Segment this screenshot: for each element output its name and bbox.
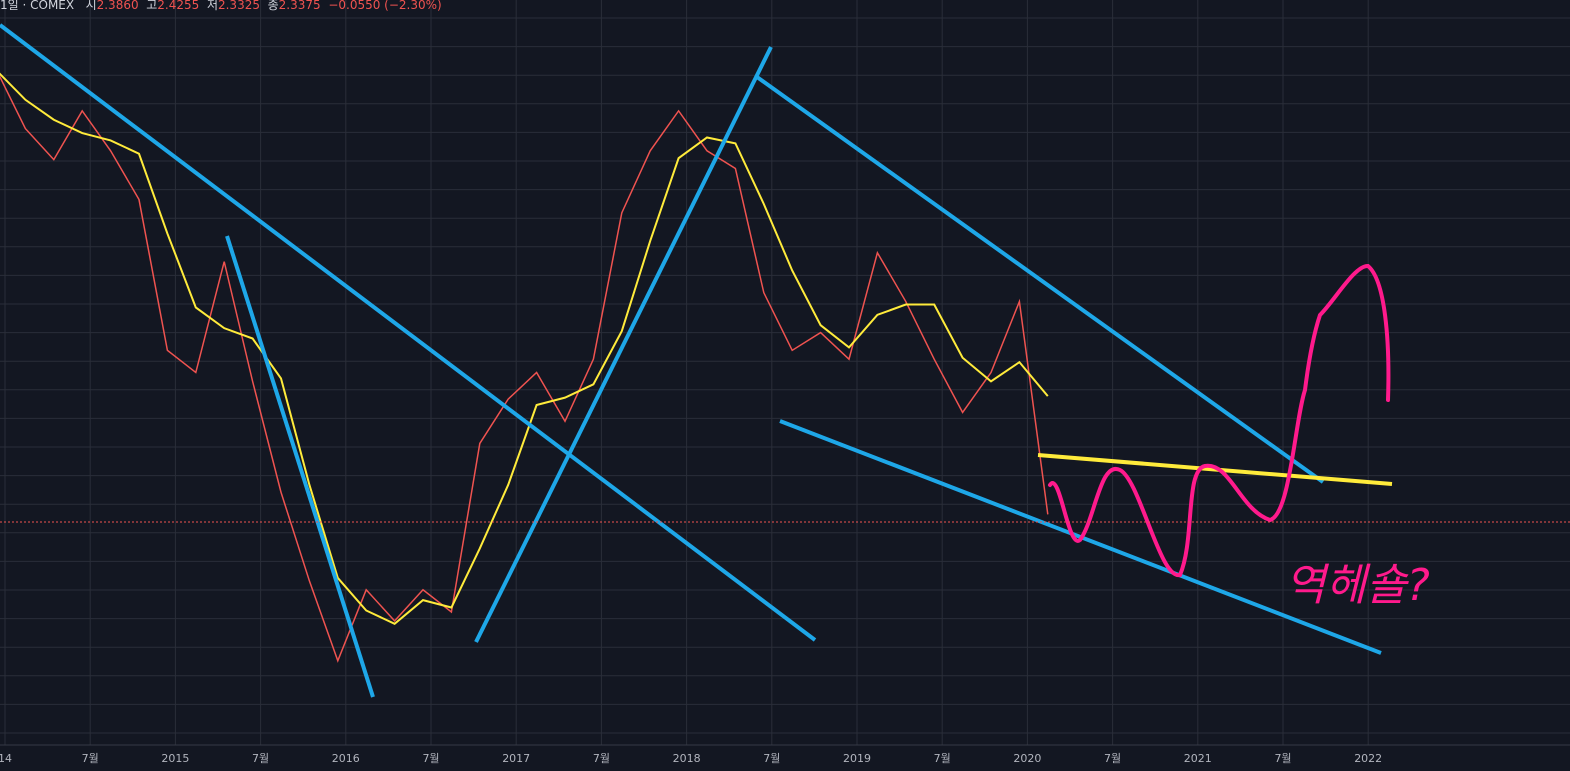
x-tick-label: 2015 (161, 752, 189, 765)
x-tick-label: 7월 (763, 752, 780, 765)
x-tick-label: 2018 (673, 752, 701, 765)
close-label: 종 (267, 0, 279, 12)
x-tick-label: 2020 (1013, 752, 1041, 765)
header: 1일 · COMEX 시2.3860 고2.4255 저2.3325 종2.33… (0, 0, 442, 13)
x-tick-label: 7월 (82, 752, 99, 765)
high-label: 고 (146, 0, 158, 12)
open-label: 시 (85, 0, 97, 12)
low-label: 저 (206, 0, 218, 12)
moving-average (0, 72, 1049, 625)
plot (0, 72, 1049, 663)
close: 2.3375 (278, 0, 321, 12)
x-tick-label: 7월 (934, 752, 951, 765)
x-tick-label: 7월 (422, 752, 439, 765)
trendline (0, 23, 817, 642)
neckline (1037, 453, 1393, 486)
trendline (755, 75, 1325, 484)
price-line (0, 75, 1049, 663)
x-tick-label: 7월 (1104, 752, 1121, 765)
high: 2.4255 (157, 0, 200, 12)
trendline (474, 46, 773, 643)
x-tick-label: 14 (0, 752, 12, 765)
x-tick-label: 2021 (1184, 752, 1212, 765)
projection-drawing (1048, 264, 1391, 577)
x-tick-label: 2022 (1354, 752, 1382, 765)
annotation: 역헤숄? (1285, 560, 1430, 611)
x-tick-label: 7월 (593, 752, 610, 765)
x-axis: 14 7월 2015 7월 2016 7월 2017 7월 2018 7월 2019 7월 2020 7월… (0, 752, 1382, 765)
x-tick-label: 2019 (843, 752, 871, 765)
open: 2.3860 (96, 0, 139, 12)
x-tick-label: 7월 (252, 752, 269, 765)
grid (0, 0, 1570, 745)
symbol: 1일 · COMEX (0, 0, 75, 12)
low: 2.3325 (217, 0, 260, 12)
x-tick-label: 7월 (1274, 752, 1291, 765)
change: −0.0550 (−2.30%) (328, 0, 442, 12)
x-tick-label: 2017 (502, 752, 530, 765)
x-tick-label: 2016 (332, 752, 360, 765)
trendline (225, 235, 375, 698)
